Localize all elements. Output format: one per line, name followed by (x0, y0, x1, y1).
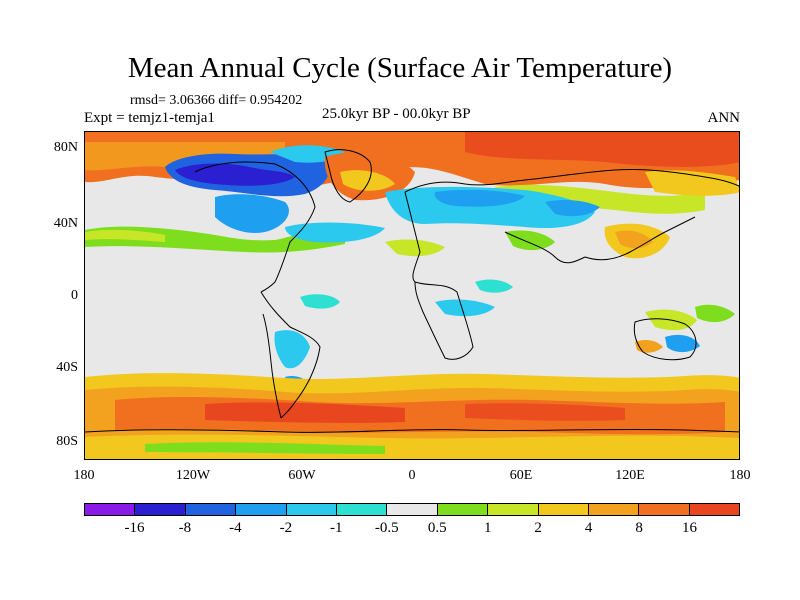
color-legend-label: -1 (330, 520, 343, 536)
color-legend-swatch (538, 504, 589, 515)
map-title: Mean Annual Cycle (Surface Air Temperatu… (127, 52, 673, 84)
color-legend-label: 4 (584, 520, 593, 536)
lat-tick-0: 0 (71, 288, 78, 303)
season-label: ANN (707, 110, 741, 126)
temperature-map (84, 131, 740, 460)
color-legend-label: -2 (279, 520, 293, 536)
color-legend-swatch (236, 504, 287, 515)
lon-tick-60w: 60W (288, 468, 316, 483)
stats-label: rmsd= 3.06366 diff= 0.954202 (130, 93, 303, 108)
lat-tick-80n: 80N (53, 140, 78, 155)
lon-tick-120e: 120E (615, 468, 645, 483)
color-legend-label: 1 (483, 520, 492, 536)
color-legend-swatch (387, 504, 438, 515)
color-legend-label: -16 (124, 520, 145, 536)
experiment-label: Expt = temjz1-temja1 (84, 110, 215, 126)
lat-tick-40s: 40S (56, 360, 78, 375)
color-legend-swatch (639, 504, 690, 515)
color-legend-swatch (689, 504, 740, 515)
color-legend-label: -8 (178, 520, 192, 536)
color-legend-swatch (85, 504, 136, 515)
color-legend-label: 0.5 (427, 520, 447, 536)
lon-tick-180e: 180 (729, 468, 751, 483)
color-legend-swatch (336, 504, 388, 515)
map-canvas (85, 132, 739, 459)
lat-tick-80s: 80S (56, 434, 78, 449)
lon-tick-60e: 60E (509, 468, 533, 483)
period-label: 25.0kyr BP - 00.0kyr BP (322, 106, 471, 122)
color-legend-label: -4 (229, 520, 242, 536)
lon-tick-180w: 180 (73, 468, 95, 483)
lat-tick-40n: 40N (53, 216, 78, 231)
color-legend-label: -0.5 (374, 520, 399, 536)
color-legend-label: 16 (682, 520, 698, 536)
color-legend-swatch (185, 504, 237, 515)
color-legend-swatch (488, 504, 539, 515)
lon-tick-0: 0 (408, 468, 416, 483)
color-legend-bar (84, 503, 740, 516)
color-legend-swatch (286, 504, 337, 515)
color-legend-swatch (135, 504, 186, 515)
color-legend-label: 8 (635, 520, 643, 536)
color-legend-label: 2 (534, 520, 542, 536)
color-legend-swatch (437, 504, 489, 515)
color-legend-swatch (588, 504, 640, 515)
lon-tick-120w: 120W (175, 468, 211, 483)
